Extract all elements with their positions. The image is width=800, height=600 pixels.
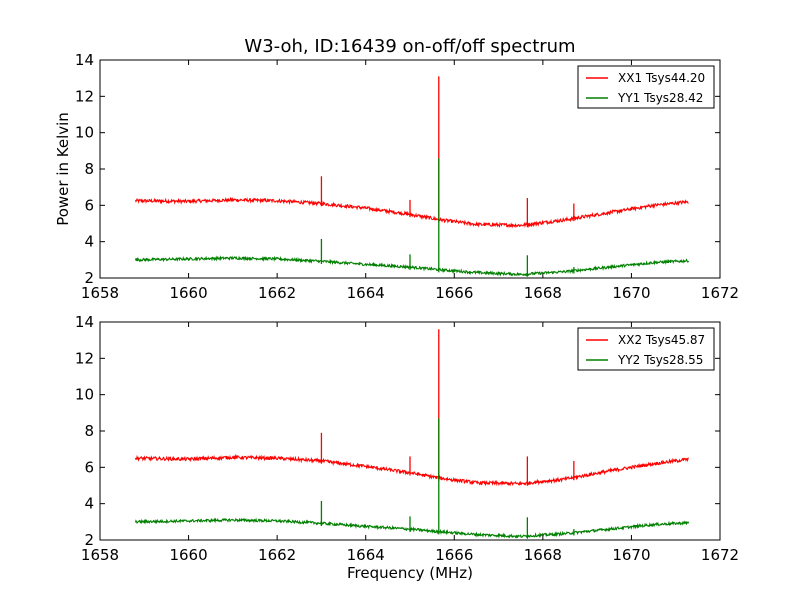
y-tick-label: 8 <box>84 160 94 178</box>
chart-panel-2: 1658 1660 1662 1664 1666 1668 1670 1672 2 4 6 8 10 12… <box>75 313 739 582</box>
series-line-xx1 <box>134 196 689 229</box>
y-tick-label: 10 <box>75 124 94 142</box>
y-tick-label: 2 <box>84 269 94 287</box>
figure-title: W3-oh, ID:16439 on-off/off spectrum <box>244 36 575 57</box>
legend-box <box>577 327 715 371</box>
x-axis-label: Frequency (MHz) <box>347 564 473 582</box>
x-tick-label: 1664 <box>347 546 385 564</box>
x-tick-label: 1658 <box>81 546 119 564</box>
x-tick-label: 1662 <box>258 546 296 564</box>
x-tick-label: 1660 <box>169 546 207 564</box>
x-tick-label: 1672 <box>701 284 739 302</box>
legend-entry: YY1 Tsys28.42 <box>617 91 703 105</box>
legend-box <box>577 65 715 109</box>
legend: XX1 Tsys44.20 YY1 Tsys28.42 <box>577 65 715 109</box>
y-tick-label: 10 <box>75 386 94 404</box>
legend: XX2 Tsys45.87 YY2 Tsys28.55 <box>577 327 715 371</box>
y-tick-label: 4 <box>84 495 94 513</box>
plots: 1658 1660 1662 1664 1666 1668 1670 1672 2 4 6 8 10 12… <box>54 51 739 582</box>
y-tick-label: 6 <box>84 196 94 214</box>
x-tick-label: 1660 <box>169 284 207 302</box>
legend-entry: XX2 Tsys45.87 <box>618 333 705 347</box>
y-tick-label: 14 <box>75 313 94 331</box>
x-tick-label: 1666 <box>435 546 473 564</box>
chart-panel-1: 1658 1660 1662 1664 1666 1668 1670 1672 2 4 6 8 10 12… <box>54 51 739 302</box>
x-tick-label: 1670 <box>612 546 650 564</box>
y-tick-label: 12 <box>75 87 94 105</box>
series-line-yy2 <box>134 517 690 539</box>
legend-entry: XX1 Tsys44.20 <box>618 71 705 85</box>
x-tick-label: 1664 <box>347 284 385 302</box>
y-tick-label: 8 <box>84 422 94 440</box>
y-tick-label: 2 <box>84 531 94 549</box>
x-tick-label: 1668 <box>524 546 562 564</box>
x-tick-label: 1670 <box>612 284 650 302</box>
legend-entry: YY2 Tsys28.55 <box>617 353 703 367</box>
x-tick-label: 1658 <box>81 284 119 302</box>
series-line-yy1 <box>134 255 690 277</box>
x-tick-label: 1672 <box>701 546 739 564</box>
series-line-xx2 <box>134 453 689 487</box>
y-tick-label: 4 <box>84 233 94 251</box>
y-axis-label: Power in Kelvin <box>54 112 72 226</box>
y-tick-label: 12 <box>75 349 94 367</box>
y-tick-label: 14 <box>75 51 94 69</box>
x-tick-label: 1668 <box>524 284 562 302</box>
y-tick-label: 6 <box>84 458 94 476</box>
x-tick-label: 1662 <box>258 284 296 302</box>
x-tick-label: 1666 <box>435 284 473 302</box>
